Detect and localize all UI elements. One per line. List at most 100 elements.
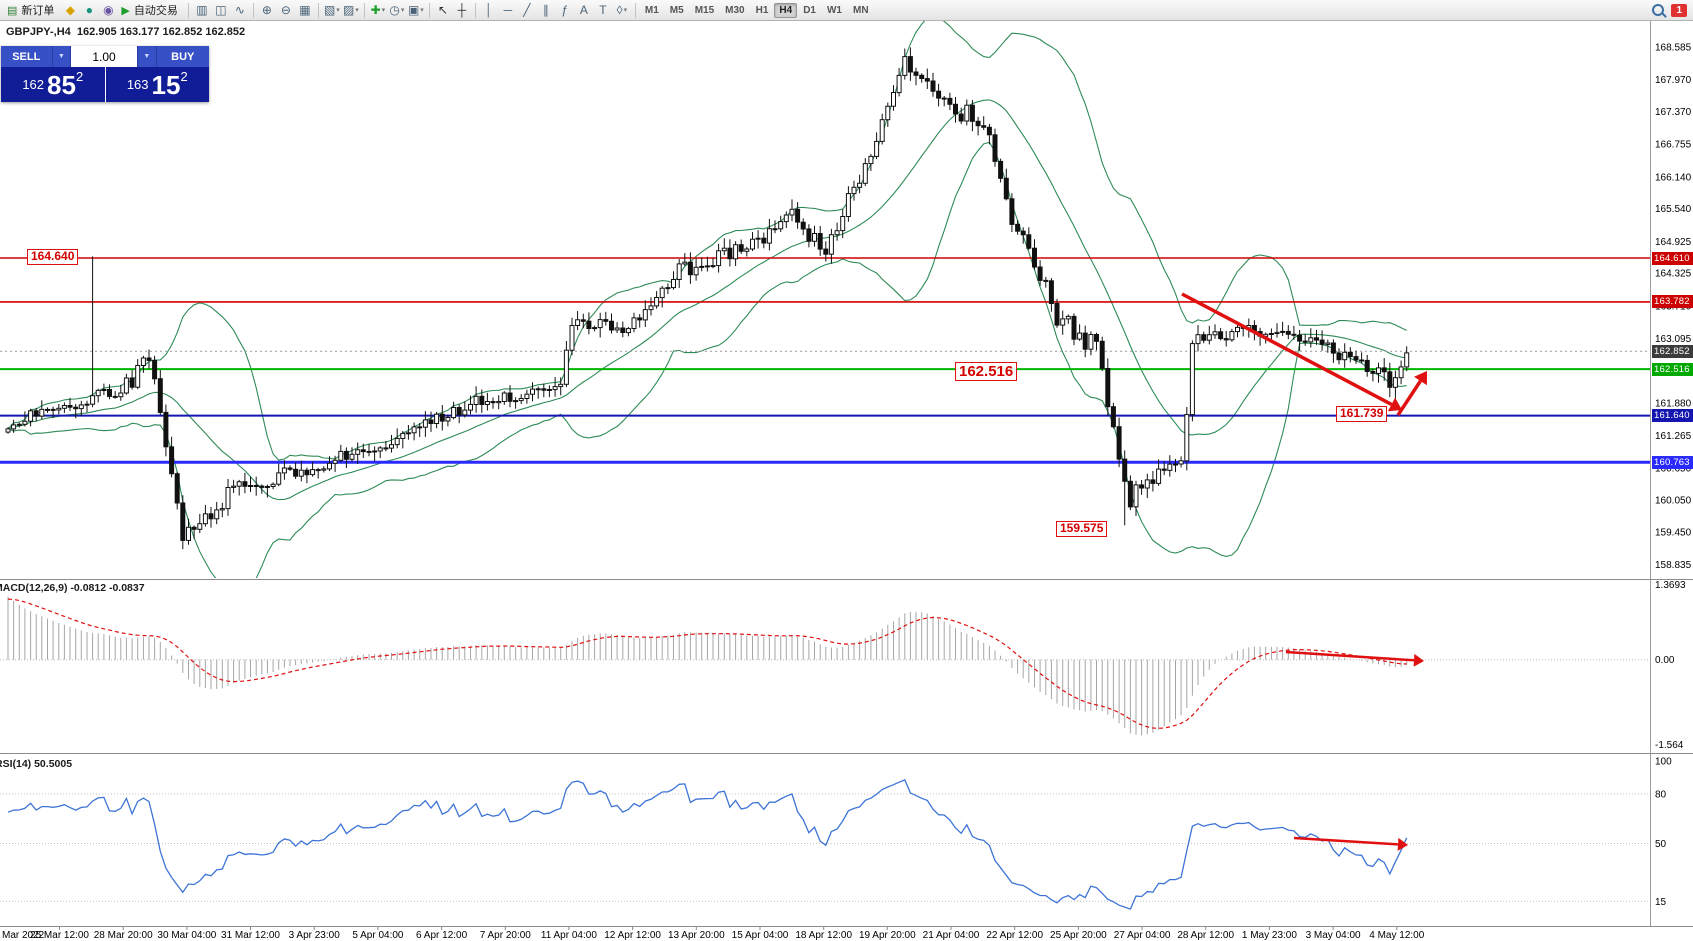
one-click-top-row: SELL ▼ ▼ BUY (1, 46, 209, 67)
horizontal-lines[interactable] (0, 257, 1650, 464)
signals-icon[interactable]: ◉ (103, 3, 114, 17)
svg-text:80: 80 (1655, 790, 1667, 801)
svg-text:6 Apr 12:00: 6 Apr 12:00 (416, 930, 468, 941)
price-tag-160.763: 160.763 (1652, 455, 1693, 469)
metaeditor-icon[interactable]: ◆ (65, 3, 76, 17)
price-tag-162.516: 162.516 (1652, 362, 1693, 376)
candles-layer (5, 47, 1410, 550)
text-annotation-162.516[interactable]: 162.516 (955, 362, 1018, 382)
svg-text:160.650: 160.650 (1655, 464, 1692, 475)
svg-text:28 Apr 12:00: 28 Apr 12:00 (1177, 930, 1234, 941)
svg-text:164.925: 164.925 (1655, 237, 1692, 248)
volume-input[interactable] (71, 46, 138, 67)
toolbar-separator (317, 2, 319, 18)
panel-borders[interactable] (0, 21, 1693, 927)
text-icon[interactable]: A (579, 3, 588, 17)
crosshair-icon[interactable]: ┼ (457, 3, 467, 17)
sell-dropdown-icon[interactable]: ▼ (51, 46, 72, 67)
periods-clock-icon[interactable]: ◷ ▾ (389, 3, 405, 17)
new-order-button-label: 新订单 (21, 5, 55, 17)
rsi-scale: 100 80 50 15 (1655, 757, 1672, 908)
buy-button[interactable]: BUY (171, 50, 195, 63)
buy-price-button[interactable]: 163 15 2 (105, 67, 209, 102)
one-click-price-row: 162 85 2 163 15 2 (1, 67, 209, 102)
timeframe-m1[interactable]: M1 (644, 4, 659, 16)
svg-text:1 May 23:00: 1 May 23:00 (1242, 930, 1297, 941)
one-click-trading-panel: SELL ▼ ▼ BUY 162 85 2 163 15 2 (1, 46, 209, 102)
toolbar-separator (428, 2, 430, 18)
svg-text:31 Mar 12:00: 31 Mar 12:00 (221, 930, 280, 941)
svg-text:50: 50 (1655, 839, 1667, 850)
svg-text:-1.564: -1.564 (1655, 740, 1684, 751)
svg-text:5 Apr 04:00: 5 Apr 04:00 (352, 930, 404, 941)
profiles-icon[interactable]: ▨ ▾ (342, 3, 359, 17)
svg-text:166.755: 166.755 (1655, 140, 1692, 151)
svg-text:167.370: 167.370 (1655, 107, 1692, 118)
svg-text:19 Apr 20:00: 19 Apr 20:00 (859, 930, 916, 941)
bollinger-bands (7, 20, 1407, 578)
price-tag-162.852: 162.852 (1652, 344, 1693, 358)
svg-text:163.095: 163.095 (1655, 334, 1692, 345)
timeframe-w1[interactable]: W1 (826, 4, 842, 16)
text-label-icon[interactable]: T (599, 3, 607, 17)
search-icon (1652, 4, 1665, 16)
bar-chart-icon[interactable]: ▥ (196, 3, 208, 17)
candlestick-chart-icon[interactable]: ◫ (215, 3, 227, 17)
chart-ohlc-title: GBPJPY-,H4 162.905 163.177 162.852 162.8… (6, 26, 246, 38)
timeframe-m15[interactable]: M15 (694, 4, 715, 16)
sell-button[interactable]: SELL (12, 50, 41, 63)
sell-price-sup: 2 (75, 69, 84, 84)
fibonacci-icon[interactable]: ƒ (561, 3, 569, 17)
sell-price-button[interactable]: 162 85 2 (1, 67, 105, 102)
svg-text:165.540: 165.540 (1655, 204, 1692, 215)
horizontal-line-icon[interactable]: ─ (503, 3, 513, 17)
volume-dropdown-icon[interactable]: ▼ (137, 46, 157, 67)
macd-panel (0, 596, 1650, 736)
autotrading-button[interactable]: ▶ 自动交易 (118, 1, 183, 19)
zoom-in-icon[interactable]: ⊕ (261, 3, 272, 17)
new-chart-icon[interactable]: ▧ ▾ (323, 3, 340, 17)
timeframe-m30[interactable]: M30 (725, 4, 745, 16)
svg-text:161.880: 161.880 (1655, 398, 1692, 409)
timeframe-h1[interactable]: H1 (755, 4, 769, 16)
svg-text:Mar 2022: Mar 2022 (2, 930, 45, 941)
notification-badge[interactable]: 1 (1671, 3, 1687, 17)
timeframe-h4[interactable]: H4 (774, 2, 798, 18)
svg-text:160.050: 160.050 (1655, 496, 1692, 507)
shapes-icon[interactable]: ◊ ▾ (616, 3, 628, 17)
zoom-out-icon[interactable]: ⊖ (280, 3, 291, 17)
indicators-add-icon[interactable]: ✚ ▾ (370, 3, 386, 17)
search-button[interactable] (1652, 4, 1665, 16)
text-annotation-161.739[interactable]: 161.739 (1336, 406, 1388, 422)
rsi-panel (0, 779, 1650, 910)
svg-text:164.325: 164.325 (1655, 269, 1692, 280)
new-order-button[interactable]: ▤ 新订单 (4, 1, 60, 19)
equidistant-channel-icon[interactable]: ∥ (542, 3, 549, 17)
line-chart-icon[interactable]: ∿ (234, 3, 245, 17)
text-annotation-159.575[interactable]: 159.575 (1056, 521, 1108, 537)
tile-windows-icon[interactable]: ▦ (299, 3, 311, 17)
market-icon[interactable]: ● (85, 3, 94, 17)
text-annotation-164.640[interactable]: 164.640 (27, 249, 79, 265)
trendline-icon[interactable]: ╱ (523, 3, 531, 17)
trend-arrows[interactable] (1181, 292, 1427, 416)
timeframe-m5[interactable]: M5 (669, 4, 684, 16)
svg-text:4 May 12:00: 4 May 12:00 (1369, 930, 1424, 941)
cursor-icon[interactable]: ↖ (437, 3, 448, 17)
templates-icon[interactable]: ▣ ▾ (407, 3, 424, 17)
price-tag-163.782: 163.782 (1652, 295, 1693, 309)
timeframe-d1[interactable]: D1 (803, 4, 816, 16)
autotrading-button-icon: ▶ (121, 4, 130, 17)
timeframe-mn[interactable]: MN (852, 4, 869, 16)
chevron-down-icon: ▾ (355, 7, 359, 14)
svg-text:161.265: 161.265 (1655, 431, 1692, 442)
svg-text:25 Apr 20:00: 25 Apr 20:00 (1050, 930, 1107, 941)
chevron-down-icon: ▾ (400, 7, 405, 14)
svg-text:30 Mar 04:00: 30 Mar 04:00 (157, 930, 216, 941)
vertical-line-icon[interactable]: │ (485, 3, 493, 17)
svg-text:166.140: 166.140 (1655, 172, 1692, 183)
toolbar-separator (363, 2, 365, 18)
